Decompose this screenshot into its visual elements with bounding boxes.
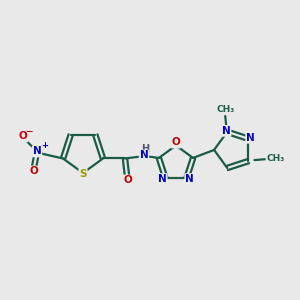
Text: O: O (30, 167, 38, 176)
Text: CH₃: CH₃ (216, 105, 234, 114)
Text: O: O (19, 131, 27, 142)
Text: O: O (172, 137, 180, 148)
Text: H: H (141, 145, 149, 154)
Text: +: + (41, 141, 49, 150)
Text: N: N (246, 133, 255, 143)
Text: S: S (79, 169, 87, 179)
Text: N: N (158, 174, 167, 184)
Text: N: N (140, 151, 148, 160)
Text: N: N (185, 174, 194, 184)
Text: N: N (222, 126, 231, 136)
Text: O: O (124, 176, 132, 185)
Text: CH₃: CH₃ (266, 154, 285, 163)
Text: N: N (33, 146, 41, 157)
Text: −: − (25, 127, 33, 136)
